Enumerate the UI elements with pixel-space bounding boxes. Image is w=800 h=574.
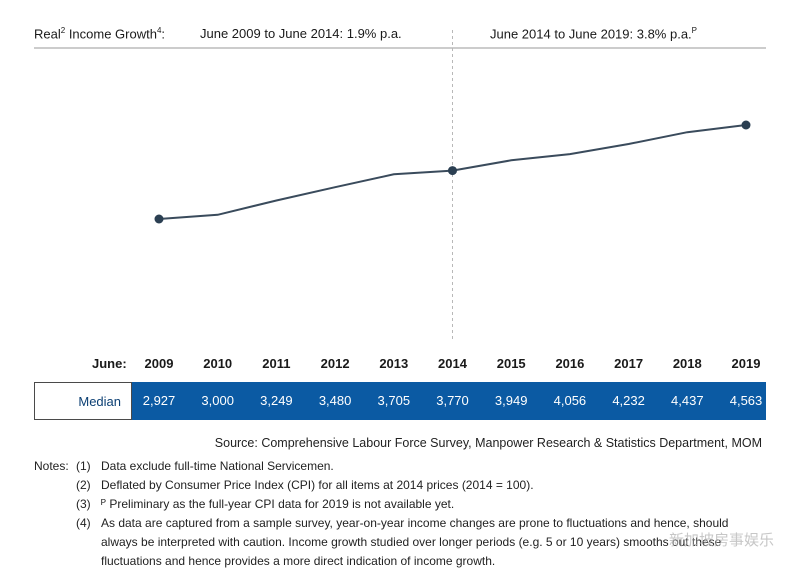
period2-label: June 2014 to June 2019: 3.8% p.a.P [490,26,698,42]
note-row: (4) As data are captured from a sample s… [34,514,761,571]
median-value-cell: 2,927 [142,393,176,408]
note-num: (4) [76,516,91,530]
median-value-cell: 3,949 [494,393,528,408]
note-row: (2) Deflated by Consumer Price Index (CP… [34,476,761,495]
notes-block: Notes: (1) Data exclude full-time Nation… [34,457,761,571]
x-tick-label: 2009 [145,356,174,371]
median-value-cell: 3,705 [377,393,411,408]
period1-label: June 2009 to June 2014: 1.9% p.a. [200,26,402,41]
note-row: Notes: (1) Data exclude full-time Nation… [34,457,761,476]
note-text: As data are captured from a sample surve… [101,516,729,568]
x-tick-label: 2019 [732,356,761,371]
median-row-label: Median [34,382,132,420]
x-tick-label: 2015 [497,356,526,371]
median-value-cell: 3,000 [201,393,234,408]
median-value-cell: 3,770 [436,393,469,408]
note-text: Deflated by Consumer Price Index (CPI) f… [101,478,534,492]
note-num: (2) [76,478,91,492]
median-value-cell: 4,232 [612,393,645,408]
median-value-cell: 4,437 [671,393,704,408]
x-tick-label: 2017 [614,356,643,371]
median-table: Median 2,927 3,000 3,249 3,480 3,705 3,770 3,9… [34,382,766,420]
x-tick-label: 2016 [555,356,584,371]
note-row: (3) ᴾ Preliminary as the full-year CPI d… [34,495,761,514]
x-tick-label: 2012 [321,356,350,371]
median-value-cell: 3,249 [260,393,293,408]
median-value-cell: 4,563 [729,393,763,408]
notes-lead: Notes: [34,459,69,473]
x-tick-label: 2018 [673,356,702,371]
watermark-text: 新加坡房事娱乐 [668,532,774,549]
source-text: Source: Comprehensive Labour Force Surve… [214,436,762,450]
x-tick-label: 2014 [438,356,468,371]
data-point-marker [154,214,164,224]
median-value-cell: 4,056 [553,393,587,408]
chart-header-left: Real2 Income Growth4: [34,26,166,42]
data-point-marker [741,120,751,130]
note-num: (1) [76,459,91,473]
median-value-cell: 3,480 [318,393,352,408]
x-axis-prefix: June: [92,356,127,371]
note-num: (3) [76,497,91,511]
x-tick-label: 2010 [203,356,232,371]
note-text: ᴾ Preliminary as the full-year CPI data … [101,497,455,511]
median-values-row: 2,927 3,000 3,249 3,480 3,705 3,770 3,949 4,056… [132,382,766,420]
data-point-marker [448,166,457,176]
note-text: Data exclude full-time National Servicem… [101,459,334,473]
x-tick-label: 2011 [262,356,290,371]
x-tick-label: 2013 [379,356,408,371]
income-line-chart: June: 2009 2010 2011 2012 2013 2014 2015 2016 201… [34,30,766,371]
